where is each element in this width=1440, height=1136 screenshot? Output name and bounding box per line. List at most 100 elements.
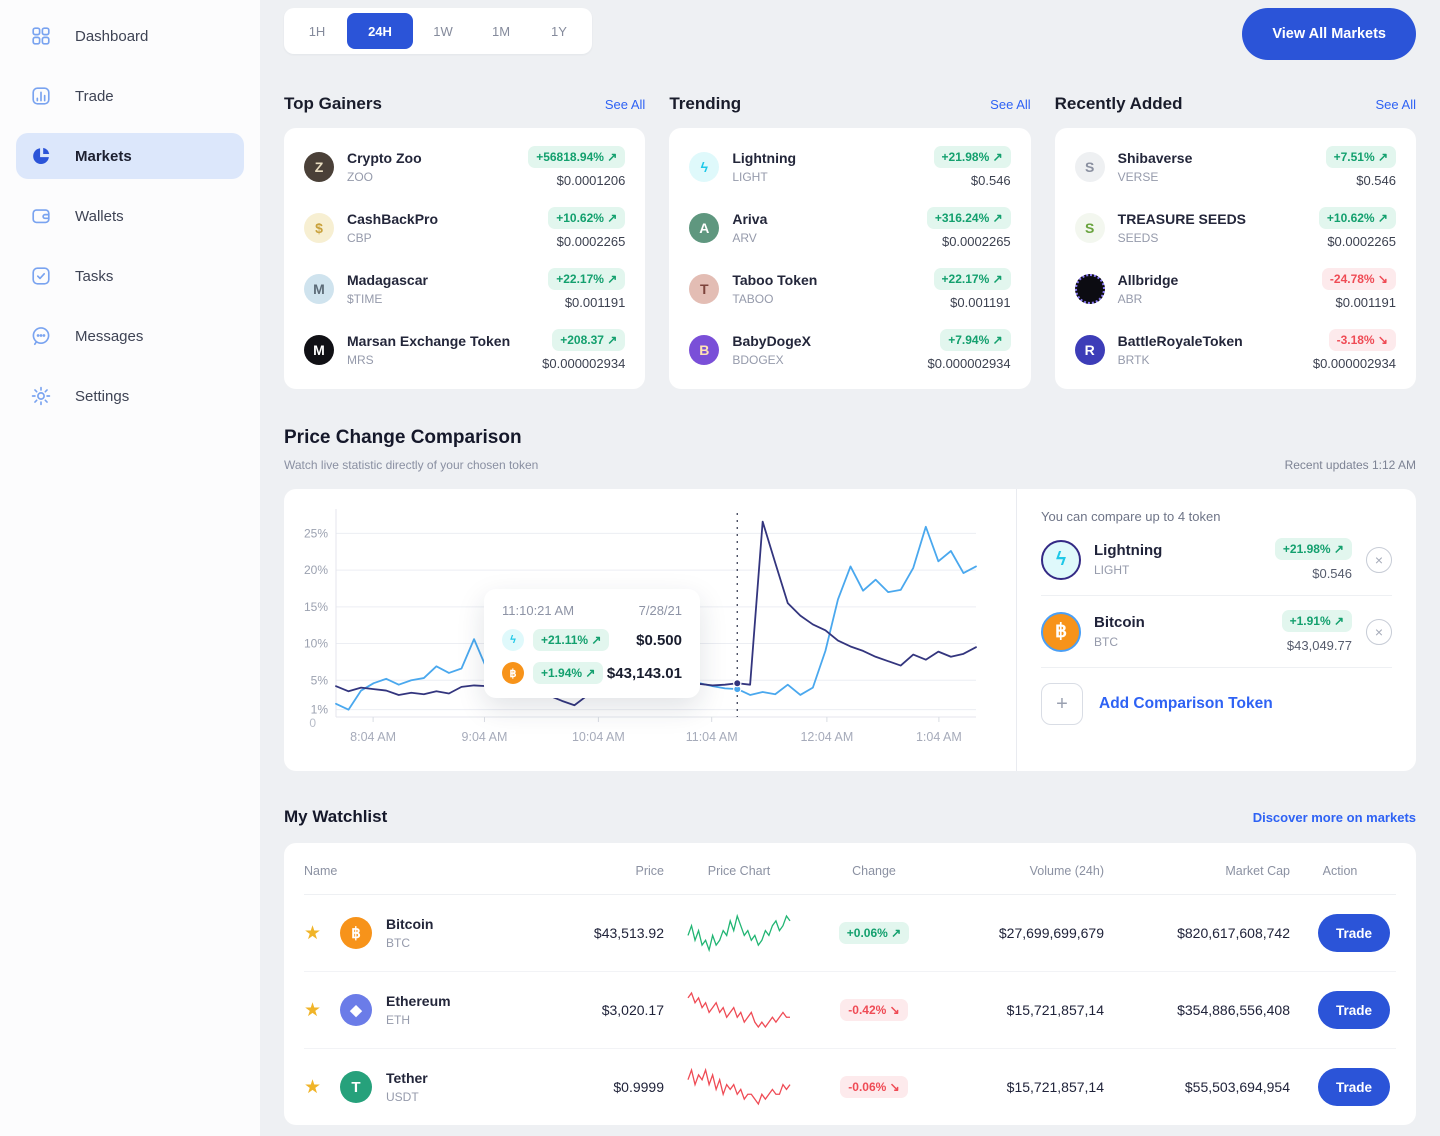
market-card: Z Crypto Zoo ZOO +56818.94% ↗ $0.0001206 $ Cas… <box>284 128 646 389</box>
see-all-link[interactable]: See All <box>990 96 1031 112</box>
sidebar-item-dashboard[interactable]: Dashboard <box>16 13 244 59</box>
token-row[interactable]: $ CashBackPro CBP +10.62% ↗ $0.0002265 <box>304 207 626 249</box>
token-row[interactable]: S TREASURE SEEDS SEEDS +10.62% ↗ $0.0002265 <box>1074 207 1396 249</box>
token-symbol: $TIME <box>347 292 383 306</box>
token-info: Tether USDT <box>386 1070 428 1104</box>
token-row[interactable]: ϟ Lightning LIGHT +21.98% ↗ $0.546 <box>689 146 1011 188</box>
token-row[interactable]: T Taboo Token TABOO +22.17% ↗ $0.001191 <box>689 268 1011 310</box>
token-symbol: ETH <box>386 1013 410 1027</box>
sidebar-item-settings[interactable]: Settings <box>16 373 244 419</box>
token-cell[interactable]: ◆ Ethereum ETH <box>340 993 544 1027</box>
change-badge: -0.42% ↘ <box>840 999 908 1021</box>
remove-token-button[interactable]: × <box>1366 546 1392 573</box>
sidebar-item-tasks[interactable]: Tasks <box>16 253 244 299</box>
svg-text:20%: 20% <box>304 563 328 577</box>
sidebar-item-label: Dashboard <box>75 27 149 45</box>
sidebar-item-markets[interactable]: Markets <box>16 133 244 179</box>
tab-range-1m[interactable]: 1M <box>491 23 511 39</box>
token-name: Crypto Zoo <box>347 150 422 166</box>
token-info: Marsan Exchange Token MRS <box>347 333 510 367</box>
view-all-markets-button[interactable]: View All Markets <box>1242 8 1416 60</box>
token-name: Bitcoin <box>1094 614 1145 631</box>
token-icon: M <box>304 274 334 304</box>
token-info: Crypto Zoo ZOO <box>347 150 422 184</box>
token-stats: +22.17% ↗ $0.001191 <box>933 268 1011 310</box>
token-price: $0.0002265 <box>1327 234 1396 249</box>
token-price: $0.001191 <box>564 295 626 310</box>
token-name: Tether <box>386 1070 428 1086</box>
watchlist-table-header: Name Price Price Chart Change Volume (24h) Ma… <box>304 843 1396 895</box>
change-badge: -3.18% ↘ <box>1328 329 1396 351</box>
token-info: Ethereum ETH <box>386 993 451 1027</box>
table-row: ★ ◆ Ethereum ETH $3,020.17 -0.42% ↘ $15,721,85… <box>304 972 1396 1049</box>
token-row[interactable]: B BabyDogeX BDOGEX +7.94% ↗ $0.000002934 <box>689 329 1011 371</box>
change-badge: +22.17% ↗ <box>548 268 626 290</box>
token-name: Ariva <box>732 211 768 227</box>
token-stats: +7.94% ↗ $0.000002934 <box>928 329 1011 371</box>
tab-range-1h[interactable]: 1H <box>308 23 326 39</box>
token-row[interactable]: M Madagascar $TIME +22.17% ↗ $0.001191 <box>304 268 626 310</box>
token-info: Lightning LIGHT <box>732 150 796 184</box>
token-stats: +316.24% ↗ $0.0002265 <box>926 207 1011 249</box>
token-row[interactable]: M Marsan Exchange Token MRS +208.37 ↗ $0.000… <box>304 329 626 371</box>
action-cell: Trade <box>1290 914 1390 952</box>
token-cell[interactable]: T Tether USDT <box>340 1070 544 1104</box>
add-comparison-token-button[interactable]: + Add Comparison Token <box>1041 668 1392 725</box>
sidebar-item-wallets[interactable]: Wallets <box>16 193 244 239</box>
column-header: Price <box>635 864 664 878</box>
token-name: Ethereum <box>386 993 451 1009</box>
chart-cell <box>664 912 814 954</box>
token-name: BattleRoyaleToken <box>1117 333 1243 349</box>
sidebar-item-messages[interactable]: Messages <box>16 313 244 359</box>
token-symbol: MRS <box>347 353 374 367</box>
tab-range-1y[interactable]: 1Y <box>551 23 567 39</box>
token-icon: B <box>689 335 720 365</box>
trade-button[interactable]: Trade <box>1318 914 1390 952</box>
tab-range-1w[interactable]: 1W <box>433 23 453 39</box>
sidebar-item-trade[interactable]: Trade <box>16 73 244 119</box>
star-icon[interactable]: ★ <box>304 1076 322 1098</box>
token-icon: S <box>1074 213 1105 243</box>
marketcap-cell: $55,503,694,954 <box>1184 1079 1290 1095</box>
sidebar-item-label: Wallets <box>75 207 124 225</box>
token-row[interactable]: Allbridge ABR -24.78% ↘ $0.001191 <box>1074 268 1396 310</box>
see-all-link[interactable]: See All <box>1375 96 1416 112</box>
token-price: $0.0001206 <box>556 173 626 188</box>
token-info: Madagascar $TIME <box>347 272 428 306</box>
section-title: Trending <box>669 94 742 113</box>
tab-range-24h[interactable]: 24H <box>347 13 413 49</box>
change-badge: +22.17% ↗ <box>933 268 1011 290</box>
see-all-link[interactable]: See All <box>604 96 646 112</box>
token-symbol: LIGHT <box>1094 563 1130 577</box>
change-badge: +7.94% ↗ <box>940 329 1011 351</box>
svg-text:0: 0 <box>309 716 316 730</box>
star-icon[interactable]: ★ <box>304 999 322 1021</box>
token-row[interactable]: R BattleRoyaleToken BRTK -3.18% ↘ $0.0000029… <box>1074 329 1396 371</box>
token-stats: +22.17% ↗ $0.001191 <box>548 268 626 310</box>
token-row[interactable]: A Ariva ARV +316.24% ↗ $0.0002265 <box>689 207 1011 249</box>
trade-button[interactable]: Trade <box>1318 1068 1390 1106</box>
token-name: BabyDogeX <box>732 333 811 349</box>
token-icon: ◆ <box>340 994 372 1026</box>
plus-icon[interactable]: + <box>1041 683 1083 725</box>
token-row[interactable]: Z Crypto Zoo ZOO +56818.94% ↗ $0.0001206 <box>304 146 626 188</box>
price-sparkline <box>687 991 790 1029</box>
token-icon: $ <box>304 213 334 243</box>
table-row: ★ ฿ Bitcoin BTC $43,513.92 +0.06% ↗ $27,699,69… <box>304 895 1396 972</box>
token-price: $0.001191 <box>950 295 1011 310</box>
svg-text:11:04 AM: 11:04 AM <box>686 730 738 744</box>
star-icon[interactable]: ★ <box>304 922 322 944</box>
section-header: Top Gainers See All <box>284 94 645 114</box>
trade-button[interactable]: Trade <box>1318 991 1390 1029</box>
sidebar-item-label: Settings <box>75 387 130 405</box>
change-badge: +10.62% ↗ <box>1318 207 1396 229</box>
comparison-chart[interactable]: 25% 20% 15% 10% 5% 1% 0 8:04 AM 9:04 AM 10:04 AM 1… <box>284 489 1016 771</box>
discover-markets-link[interactable]: Discover more on markets <box>1252 809 1416 825</box>
remove-token-button[interactable]: × <box>1366 618 1392 645</box>
token-symbol: VERSE <box>1117 170 1159 184</box>
change-badge: +7.51% ↗ <box>1325 146 1396 168</box>
token-row[interactable]: S Shibaverse VERSE +7.51% ↗ $0.546 <box>1074 146 1396 188</box>
comparison-token-row: ϟ Lightning LIGHT +21.98% ↗ $0.546 × <box>1041 524 1392 596</box>
token-cell[interactable]: ฿ Bitcoin BTC <box>340 916 544 950</box>
token-info: CashBackPro CBP <box>347 211 438 245</box>
